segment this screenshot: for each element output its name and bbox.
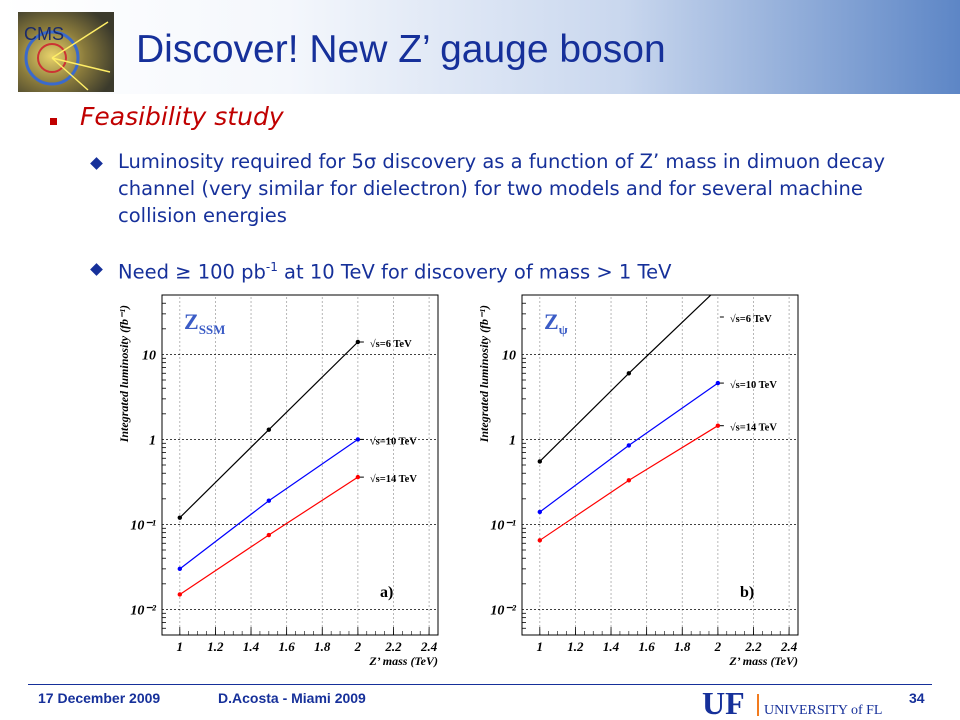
x-axis-label: Z’ mass (TeV)	[728, 654, 798, 668]
x-tick-label: 1.6	[279, 639, 296, 654]
series-label: √s=14 TeV	[730, 422, 777, 434]
need-prefix: Need ≥ 100 pb	[118, 260, 266, 284]
data-point	[266, 498, 272, 503]
need-suffix: at 10 TeV for discovery of mass > 1 TeV	[277, 260, 672, 284]
data-point	[626, 478, 632, 483]
data-point	[266, 532, 272, 538]
plot-area	[177, 339, 361, 597]
bullet-square-icon	[50, 118, 57, 125]
x-tick-label: 1	[537, 639, 544, 654]
uf-institution-text: UNIVERSITY of FLORIDA	[764, 703, 882, 718]
data-point	[537, 459, 543, 464]
footer-page-number: 34	[909, 690, 925, 706]
data-point	[537, 538, 543, 543]
y-tick-label: 10⁻²	[490, 603, 516, 618]
data-point	[355, 474, 361, 480]
x-tick-label: 1	[177, 639, 184, 654]
data-point	[266, 427, 272, 432]
need-exp: -1	[265, 260, 278, 274]
slide-title: Discover! New Z’ gauge boson	[136, 28, 666, 71]
series-label: √s=14 TeV	[370, 473, 417, 485]
y-tick-label: 1	[509, 433, 516, 448]
panel-label: a)	[380, 584, 393, 601]
footer-date: 17 December 2009	[38, 690, 161, 706]
chart-a-zssm: 10⁻² 10⁻¹ 1 10 1 1.2 1.4 1.6 1.8 2 2.2 2.4Z’ mass (…	[117, 294, 439, 668]
y-tick-label: 10⁻¹	[490, 518, 516, 533]
data-point	[537, 509, 543, 515]
x-tick-label: 1.2	[567, 639, 584, 654]
data-point	[355, 437, 361, 442]
data-point	[626, 443, 632, 448]
data-point	[715, 380, 721, 386]
x-tick-label: 2.2	[744, 639, 762, 654]
data-point	[716, 286, 720, 290]
x-tick-label: 1.2	[207, 639, 224, 654]
data-point	[177, 566, 183, 572]
bullet-feasibility: Feasibility study	[80, 102, 284, 131]
cms-logo: CMS	[18, 12, 114, 92]
y-tick-label: 1	[149, 433, 156, 448]
model-label: ZSSM	[184, 309, 225, 337]
x-tick-label: 2.4	[780, 639, 798, 654]
footer-divider	[28, 684, 932, 685]
y-tick-label: 10	[502, 348, 516, 363]
uf-logo: UF UNIVERSITY of FLORIDA	[702, 686, 882, 718]
panel-label: b)	[740, 584, 754, 601]
data-point	[626, 371, 632, 376]
footer-author: D.Acosta - Miami 2009	[218, 690, 366, 706]
sub-bullet-luminosity: Luminosity required for 5σ discovery as …	[118, 150, 886, 227]
diamond-bullet-icon	[90, 263, 103, 276]
x-tick-label: 2.4	[420, 639, 438, 654]
series-label: √s=10 TeV	[730, 379, 777, 391]
chart-b-zpsi: 10⁻² 10⁻¹ 1 10 1 1.2 1.4 1.6 1.8 2 2.2 2.4Z’ mass (…	[477, 286, 799, 668]
cms-logo-text: CMS	[24, 24, 64, 44]
y-tick-label: 10⁻¹	[130, 518, 156, 533]
uf-monogram: UF	[702, 686, 745, 718]
y-axis-label: Integrated luminosity (fb⁻¹)	[117, 305, 131, 443]
series-label: √s=6 TeV	[730, 313, 772, 325]
series-label: √s=10 TeV	[370, 435, 417, 447]
data-point	[177, 592, 183, 597]
plot-frame	[521, 294, 799, 636]
x-tick-label: 2	[714, 639, 722, 654]
y-axis-label: Integrated luminosity (fb⁻¹)	[477, 305, 491, 443]
y-tick-label: 10⁻²	[130, 603, 156, 618]
diamond-bullet-icon	[90, 157, 103, 170]
sub-bullet-need: Need ≥ 100 pb-1 at 10 TeV for discovery …	[118, 254, 938, 286]
x-tick-label: 2	[354, 639, 362, 654]
data-point	[715, 423, 721, 428]
x-tick-label: 1.8	[674, 639, 691, 654]
x-tick-label: 1.4	[603, 639, 620, 654]
title-bar	[0, 0, 960, 94]
x-tick-label: 2.2	[384, 639, 402, 654]
x-tick-label: 1.4	[243, 639, 260, 654]
x-tick-label: 1.8	[314, 639, 331, 654]
model-label: Zψ	[544, 309, 568, 337]
data-point	[355, 339, 361, 345]
x-axis-label: Z’ mass (TeV)	[368, 654, 438, 668]
y-tick-label: 10	[142, 348, 156, 363]
plot-area	[537, 286, 721, 543]
data-point	[177, 515, 183, 520]
plot-frame	[161, 294, 439, 636]
series-label: √s=6 TeV	[370, 338, 412, 350]
x-tick-label: 1.6	[639, 639, 656, 654]
